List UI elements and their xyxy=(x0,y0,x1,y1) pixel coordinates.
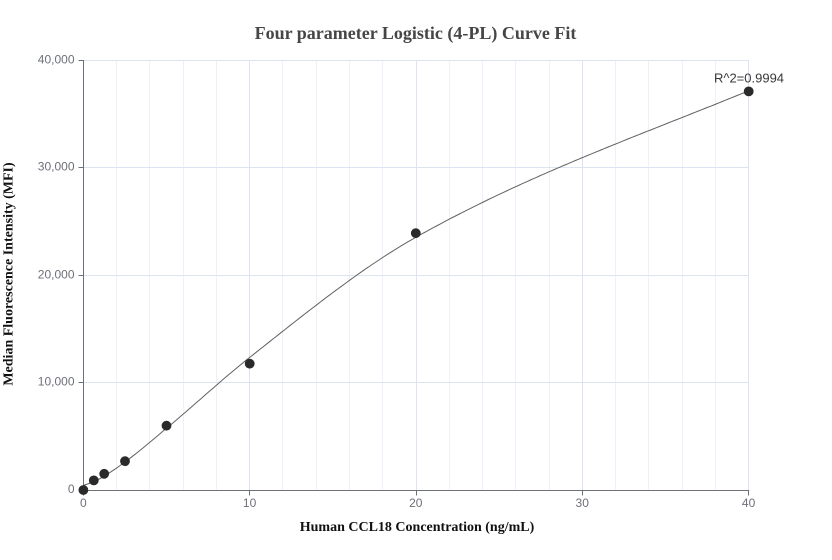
svg-text:10: 10 xyxy=(243,496,257,510)
svg-text:30: 30 xyxy=(576,496,590,510)
svg-text:R^2=0.9994: R^2=0.9994 xyxy=(714,71,784,86)
svg-text:Human CCL18 Concentration (ng/: Human CCL18 Concentration (ng/mL) xyxy=(300,520,535,535)
svg-text:Median Fluorescence Intensity: Median Fluorescence Intensity (MFI) xyxy=(1,162,16,386)
svg-text:0: 0 xyxy=(80,496,87,510)
svg-text:20: 20 xyxy=(409,496,423,510)
svg-text:20,000: 20,000 xyxy=(38,268,75,282)
svg-text:10,000: 10,000 xyxy=(38,375,75,389)
svg-text:40,000: 40,000 xyxy=(38,53,75,67)
svg-text:Four parameter Logistic (4-PL): Four parameter Logistic (4-PL) Curve Fit xyxy=(255,23,577,44)
svg-text:40: 40 xyxy=(742,496,756,510)
svg-text:0: 0 xyxy=(68,482,75,496)
svg-text:30,000: 30,000 xyxy=(38,160,75,174)
